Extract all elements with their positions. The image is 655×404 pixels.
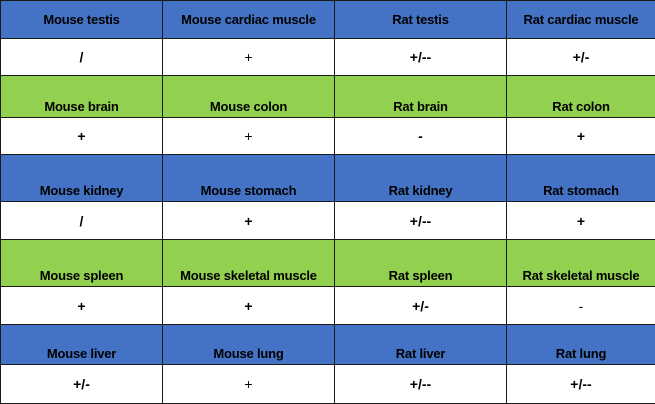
header-cell-mouse-colon: Mouse colon: [163, 76, 335, 118]
value-cell-rat-stomach: +: [507, 202, 655, 240]
header-cell-rat-spleen: Rat spleen: [335, 240, 507, 287]
header-cell-rat-testis: Rat testis: [335, 1, 507, 39]
header-cell-rat-cardiac-muscle: Rat cardiac muscle: [507, 1, 655, 39]
header-row: Mouse spleen Mouse skeletal muscle Rat s…: [1, 240, 655, 287]
value-cell-rat-liver: +/--: [335, 365, 507, 404]
header-cell-rat-lung: Rat lung: [507, 325, 655, 365]
header-cell-mouse-cardiac-muscle: Mouse cardiac muscle: [163, 1, 335, 39]
header-cell-rat-kidney: Rat kidney: [335, 155, 507, 202]
header-cell-mouse-kidney: Mouse kidney: [1, 155, 163, 202]
header-cell-mouse-stomach: Mouse stomach: [163, 155, 335, 202]
value-cell-rat-kidney: +/--: [335, 202, 507, 240]
header-row: Mouse liver Mouse lung Rat liver Rat lun…: [1, 325, 655, 365]
header-row: Mouse brain Mouse colon Rat brain Rat co…: [1, 76, 655, 118]
value-cell-rat-colon: +: [507, 118, 655, 155]
value-cell-mouse-lung: +: [163, 365, 335, 404]
header-cell-rat-stomach: Rat stomach: [507, 155, 655, 202]
value-cell-mouse-cardiac-muscle: +: [163, 39, 335, 76]
value-cell-rat-brain: -: [335, 118, 507, 155]
header-cell-mouse-brain: Mouse brain: [1, 76, 163, 118]
value-row: / + +/-- +/-: [1, 39, 655, 76]
value-cell-rat-testis: +/--: [335, 39, 507, 76]
value-row: + + +/- -: [1, 287, 655, 325]
value-row: + + - +: [1, 118, 655, 155]
value-cell-rat-lung: +/--: [507, 365, 655, 404]
value-cell-mouse-spleen: +: [1, 287, 163, 325]
header-cell-rat-brain: Rat brain: [335, 76, 507, 118]
header-cell-rat-skeletal-muscle: Rat skeletal muscle: [507, 240, 655, 287]
value-cell-mouse-colon: +: [163, 118, 335, 155]
value-cell-mouse-skeletal-muscle: +: [163, 287, 335, 325]
value-cell-mouse-testis: /: [1, 39, 163, 76]
header-row: Mouse testis Mouse cardiac muscle Rat te…: [1, 1, 655, 39]
header-cell-mouse-lung: Mouse lung: [163, 325, 335, 365]
header-cell-mouse-liver: Mouse liver: [1, 325, 163, 365]
value-cell-rat-skeletal-muscle: -: [507, 287, 655, 325]
header-cell-rat-colon: Rat colon: [507, 76, 655, 118]
header-row: Mouse kidney Mouse stomach Rat kidney Ra…: [1, 155, 655, 202]
header-cell-mouse-skeletal-muscle: Mouse skeletal muscle: [163, 240, 335, 287]
value-cell-rat-cardiac-muscle: +/-: [507, 39, 655, 76]
value-cell-mouse-kidney: /: [1, 202, 163, 240]
value-cell-mouse-brain: +: [1, 118, 163, 155]
value-row: +/- + +/-- +/--: [1, 365, 655, 404]
value-cell-rat-spleen: +/-: [335, 287, 507, 325]
header-cell-rat-liver: Rat liver: [335, 325, 507, 365]
header-cell-mouse-testis: Mouse testis: [1, 1, 163, 39]
value-cell-mouse-liver: +/-: [1, 365, 163, 404]
value-row: / + +/-- +: [1, 202, 655, 240]
header-cell-mouse-spleen: Mouse spleen: [1, 240, 163, 287]
value-cell-mouse-stomach: +: [163, 202, 335, 240]
